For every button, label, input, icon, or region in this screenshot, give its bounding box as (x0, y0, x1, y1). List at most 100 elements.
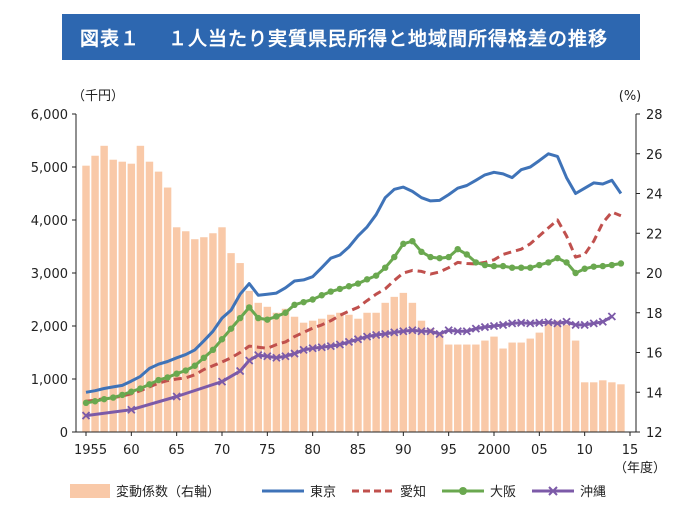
point-大阪-1990 (400, 240, 407, 248)
point-沖縄-2000 (489, 321, 499, 331)
bar-2006 (544, 322, 553, 432)
bar-2003 (517, 342, 525, 432)
bar-1988 (381, 302, 389, 432)
point-大阪-1965 (173, 370, 180, 377)
bar-2009 (571, 340, 580, 432)
bar-1979 (299, 322, 308, 432)
x-tick-label: 80 (304, 443, 321, 458)
bar-2014 (617, 384, 625, 432)
point-沖縄-1994 (435, 329, 444, 339)
point-大阪-1986 (363, 276, 371, 283)
point-大阪-1994 (436, 254, 443, 262)
point-沖縄-1979 (299, 345, 308, 354)
bar-1982 (327, 314, 335, 432)
point-大阪-1993 (427, 253, 434, 261)
point-沖縄-2002 (507, 319, 517, 328)
point-沖縄-1997 (462, 327, 471, 336)
x-tick-label: 95 (440, 443, 457, 458)
point-大阪-1960 (128, 388, 135, 395)
bar-2010 (580, 382, 589, 432)
bar-1968 (200, 237, 208, 432)
bar-1963 (154, 171, 163, 432)
bar-1957 (100, 145, 108, 433)
left-tick-label: 4,000 (31, 214, 68, 229)
point-大阪-1966 (182, 367, 189, 374)
left-tick-label: 2,000 (31, 320, 68, 335)
legend-marker-沖縄 (548, 486, 558, 496)
point-沖縄-2004 (526, 319, 535, 328)
point-大阪-2008 (563, 259, 570, 266)
x-tick-label: 85 (350, 443, 367, 458)
point-大阪-1963 (155, 376, 162, 384)
bar-2005 (535, 332, 544, 432)
point-沖縄-1991 (408, 326, 417, 335)
line-沖縄 (85, 315, 613, 418)
chart-title-banner: 図表１ １人当たり実質県民所得と地域間所得格差の推移 (62, 14, 640, 60)
point-沖縄-1977 (281, 352, 290, 361)
right-tick-label: 14 (646, 386, 663, 401)
left-tick-label: 5,000 (31, 161, 68, 176)
bar-1987 (372, 312, 380, 432)
x-tick-label: 75 (259, 443, 276, 458)
point-大阪-1989 (391, 253, 398, 261)
line-東京 (85, 152, 623, 394)
bar-1992 (417, 320, 426, 432)
point-大阪-1958 (110, 394, 117, 401)
point-大阪-2000 (490, 262, 498, 270)
point-大阪-1991 (409, 238, 416, 245)
bar-2000 (490, 336, 498, 432)
bar-1971 (227, 253, 235, 432)
point-大阪-1962 (146, 381, 153, 388)
bar-1995 (444, 344, 453, 432)
point-沖縄-1976 (272, 353, 281, 362)
point-大阪-1956 (91, 398, 99, 405)
point-沖縄-1986 (362, 332, 372, 341)
point-沖縄-2006 (544, 318, 553, 327)
point-大阪-1971 (227, 325, 235, 332)
point-大阪-1970 (218, 336, 226, 343)
x-tick-label: 05 (531, 443, 548, 458)
bar-1980 (308, 320, 317, 432)
point-沖縄-1981 (317, 343, 326, 352)
x-tick-label: 15 (622, 443, 639, 458)
bar-1981 (318, 318, 326, 432)
x-tick-label: 70 (214, 443, 231, 458)
bar-1960 (127, 163, 136, 432)
legend-label: 愛知 (400, 484, 426, 500)
bar-1974 (254, 302, 262, 432)
point-沖縄-1988 (381, 329, 390, 339)
point-大阪-1985 (354, 280, 362, 287)
point-大阪-1988 (382, 264, 389, 271)
bar-1986 (363, 312, 371, 432)
left-tick-label: 3,000 (31, 267, 68, 282)
point-大阪-2001 (499, 262, 507, 270)
point-大阪-2003 (518, 264, 525, 271)
point-大阪-1979 (300, 298, 307, 306)
point-大阪-1974 (255, 314, 262, 322)
line-愛知 (85, 210, 622, 403)
point-大阪-1969 (209, 346, 217, 354)
point-大阪-1983 (336, 285, 344, 293)
bar-1956 (91, 155, 99, 433)
point-沖縄-1965 (172, 392, 181, 401)
left-axis-unit: （千円） (72, 89, 124, 104)
point-大阪-1955 (82, 399, 90, 407)
point-大阪-2006 (545, 259, 552, 266)
point-大阪-1972 (236, 314, 244, 322)
point-大阪-1982 (327, 288, 334, 295)
point-大阪-1981 (318, 292, 325, 299)
point-沖縄-1995 (444, 326, 453, 335)
point-沖縄-1987 (371, 330, 381, 340)
bar-1964 (163, 187, 172, 432)
bar-1984 (345, 314, 353, 432)
point-大阪-1964 (164, 374, 171, 381)
point-沖縄-1992 (417, 327, 426, 336)
point-沖縄-2008 (562, 317, 571, 326)
point-大阪-2014 (617, 260, 625, 267)
bar-1989 (390, 296, 398, 432)
bar-1994 (435, 332, 444, 432)
point-沖縄-1985 (353, 335, 363, 344)
bar-1978 (290, 316, 299, 432)
right-axis-unit: (%) (619, 89, 642, 104)
